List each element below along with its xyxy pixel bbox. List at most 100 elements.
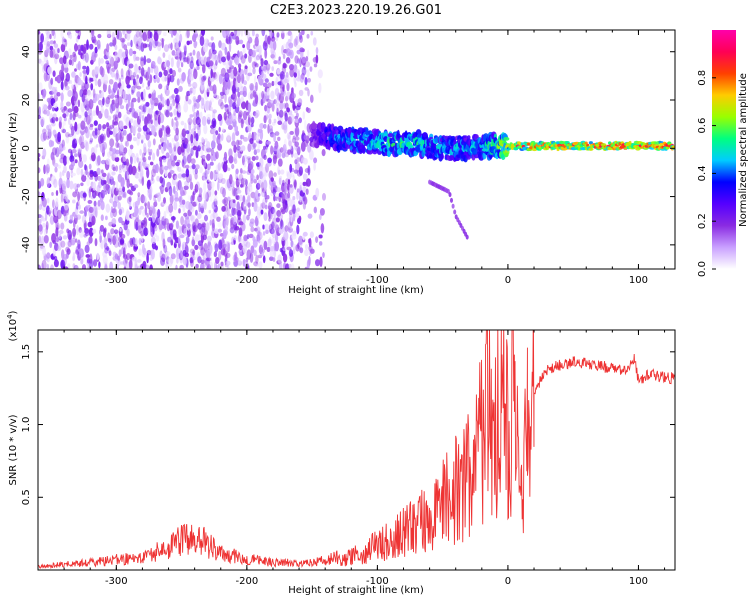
snr-y-label: SNR (10 * v/v) — [8, 414, 19, 485]
heat-cell — [267, 82, 272, 88]
heat-cell — [206, 147, 212, 153]
heat-cell — [255, 226, 261, 235]
heat-cell — [109, 56, 115, 67]
heat-cell — [274, 224, 280, 232]
heat-cell — [157, 192, 162, 203]
heat-cell — [289, 49, 294, 59]
heat-cell — [318, 214, 322, 220]
heat-cell — [42, 222, 46, 228]
heat-cell — [138, 207, 142, 215]
heat-cell — [55, 236, 60, 243]
heat-cell — [91, 30, 95, 37]
heat-cell — [168, 54, 171, 61]
heat-cell — [85, 254, 91, 258]
heat-cell — [193, 111, 197, 118]
heat-cell — [251, 156, 256, 161]
heat-cell — [287, 116, 293, 125]
heat-cell — [302, 231, 308, 237]
heat-cell — [163, 244, 168, 254]
heat-cell — [127, 99, 131, 108]
heat-cell — [161, 177, 165, 188]
heat-cell — [265, 98, 271, 103]
heat-cell — [181, 72, 186, 82]
heat-cell — [92, 110, 97, 117]
heat-cell — [67, 108, 73, 113]
heat-cell — [169, 212, 172, 217]
heat-cell — [189, 40, 193, 45]
heat-cell — [277, 254, 282, 264]
heat-cell — [143, 159, 147, 169]
heat-cell — [185, 94, 189, 102]
heat-cell — [289, 184, 294, 194]
heat-cell — [207, 175, 211, 183]
heat-cell — [38, 224, 44, 235]
heat-cell — [156, 30, 162, 36]
heat-cell — [89, 169, 94, 174]
heat-cell — [233, 158, 238, 165]
heat-cell — [286, 82, 290, 92]
heat-cell — [209, 257, 212, 262]
heat-cell — [268, 113, 272, 120]
snr-plot-area — [38, 330, 675, 570]
heat-cell — [112, 207, 118, 218]
heat-cell — [266, 246, 271, 252]
heat-cell — [200, 225, 206, 237]
heat-cell — [293, 179, 297, 188]
heat-cell — [280, 71, 285, 80]
heat-cell — [94, 52, 98, 58]
heat-cell — [292, 174, 295, 183]
heat-cell — [172, 146, 177, 156]
heat-cell — [113, 81, 119, 91]
heat-cell — [148, 108, 153, 115]
heat-cell — [156, 148, 160, 157]
heat-cell — [162, 96, 165, 106]
heat-cell — [89, 77, 94, 82]
heat-cell — [257, 230, 261, 238]
heat-cell — [193, 124, 196, 131]
heat-cell — [66, 248, 71, 255]
heat-cell — [269, 30, 273, 39]
heat-cell — [203, 160, 207, 168]
heat-cell — [278, 56, 281, 61]
heat-cell — [72, 138, 78, 149]
heat-cell — [250, 226, 255, 233]
heat-cell — [58, 229, 64, 235]
heat-cell — [156, 123, 162, 131]
heat-cell — [215, 257, 220, 264]
heat-cell — [212, 118, 216, 127]
heat-cell — [140, 194, 145, 204]
heat-cell — [276, 107, 279, 117]
heat-cell — [195, 116, 201, 125]
heat-cell — [156, 41, 162, 47]
heat-cell — [274, 87, 280, 97]
heat-cell — [287, 149, 292, 156]
heat-cell — [298, 117, 303, 124]
x-tick-label: -200 — [236, 576, 259, 587]
heat-cell — [284, 182, 287, 191]
heat-cell — [288, 209, 294, 216]
heat-cell — [138, 237, 142, 246]
heat-cell — [309, 231, 314, 238]
heat-cell — [220, 177, 226, 185]
heat-cell — [63, 165, 67, 174]
heat-cell — [189, 173, 193, 183]
heat-cell — [251, 142, 257, 148]
heat-cell — [204, 214, 208, 222]
heat-cell — [243, 80, 248, 86]
heat-cell — [126, 208, 129, 217]
heat-cell — [242, 85, 247, 96]
heat-cell — [150, 236, 156, 244]
heat-cell — [183, 227, 189, 237]
heat-cell — [147, 224, 150, 235]
heat-cell — [53, 255, 58, 261]
heat-cell — [223, 151, 228, 161]
heat-cell — [108, 89, 113, 94]
heat-cell — [277, 136, 281, 141]
heat-cell — [158, 156, 163, 162]
heat-cell — [54, 86, 58, 92]
heat-cell — [214, 54, 219, 62]
heat-cell — [219, 186, 225, 195]
heat-cell — [119, 207, 125, 214]
heat-cell — [135, 109, 141, 114]
heat-cell — [92, 228, 97, 234]
